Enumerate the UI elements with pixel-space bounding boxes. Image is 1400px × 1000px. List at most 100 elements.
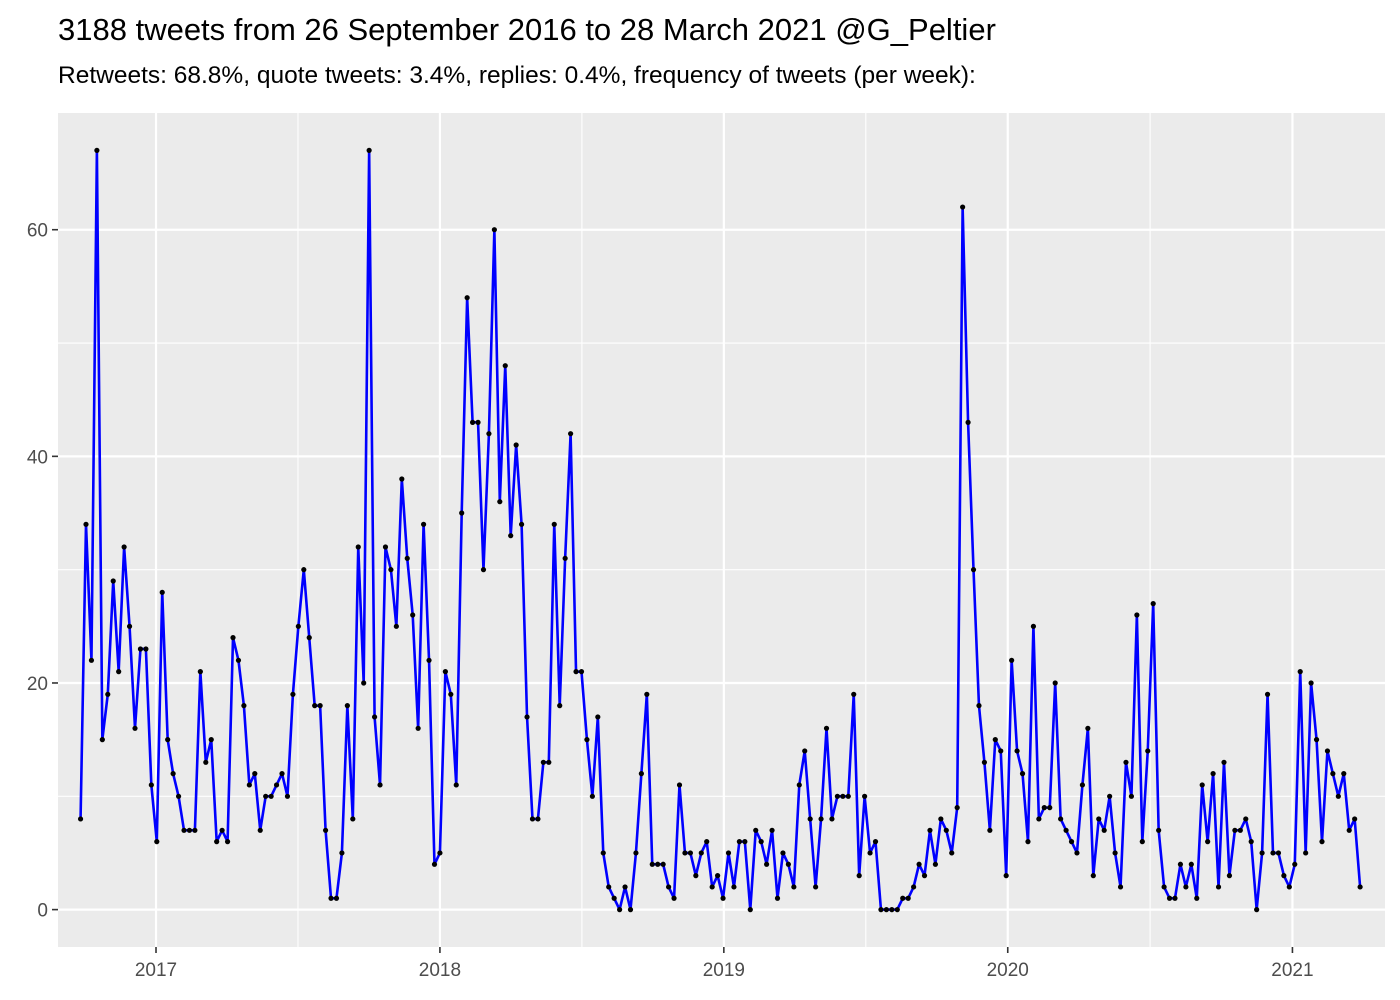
data-point xyxy=(813,884,819,890)
data-point xyxy=(1052,680,1058,686)
data-point xyxy=(546,759,552,765)
data-point xyxy=(562,555,568,561)
data-point xyxy=(883,907,890,913)
data-point xyxy=(921,873,928,879)
data-point xyxy=(1085,725,1091,731)
data-point xyxy=(557,703,563,709)
data-point xyxy=(1107,793,1113,799)
data-point xyxy=(1047,805,1053,811)
data-point xyxy=(1281,873,1287,879)
data-point xyxy=(284,793,291,799)
data-point xyxy=(382,544,389,550)
data-point xyxy=(1014,748,1020,754)
data-point xyxy=(1232,827,1238,833)
data-point xyxy=(1156,827,1162,833)
data-point xyxy=(1036,816,1042,822)
data-points xyxy=(77,147,1363,913)
data-point xyxy=(1308,680,1314,686)
data-point xyxy=(769,827,775,833)
data-point xyxy=(1254,907,1260,913)
data-point xyxy=(486,431,492,437)
data-point xyxy=(1074,850,1080,856)
data-point xyxy=(791,884,797,890)
data-point xyxy=(263,793,269,799)
data-point xyxy=(279,771,285,777)
data-point xyxy=(475,419,481,425)
data-point xyxy=(894,907,900,913)
data-point xyxy=(208,737,214,743)
data-point xyxy=(764,861,770,867)
data-point xyxy=(676,782,683,788)
data-point xyxy=(682,850,688,856)
data-point xyxy=(698,850,704,856)
data-point xyxy=(970,567,977,573)
data-point xyxy=(573,669,579,675)
data-point xyxy=(992,737,998,743)
data-point xyxy=(709,884,715,890)
data-point xyxy=(1335,793,1341,799)
data-point xyxy=(725,850,732,856)
data-point xyxy=(241,703,247,709)
data-point xyxy=(742,839,748,845)
data-point xyxy=(1123,759,1129,765)
data-point xyxy=(540,759,546,765)
data-point xyxy=(361,680,367,686)
data-point xyxy=(1259,850,1265,856)
data-point xyxy=(785,861,791,867)
y-tick-label: 40 xyxy=(27,447,48,468)
data-point xyxy=(889,907,895,913)
data-point xyxy=(872,839,879,845)
data-point xyxy=(796,782,802,788)
data-point xyxy=(165,737,171,743)
data-point xyxy=(1128,793,1135,799)
data-point xyxy=(878,907,884,913)
data-point xyxy=(1139,839,1145,845)
data-point xyxy=(529,816,536,822)
data-point xyxy=(219,827,225,833)
data-point xyxy=(224,839,231,845)
plot-panel xyxy=(58,113,1385,947)
data-point xyxy=(437,850,443,856)
data-point xyxy=(720,895,726,901)
data-point xyxy=(328,895,334,901)
y-axis: 0 20 40 60 xyxy=(27,221,58,922)
data-point xyxy=(312,703,318,709)
data-point xyxy=(998,748,1004,754)
data-point xyxy=(1177,861,1184,867)
data-point xyxy=(1112,850,1118,856)
data-point xyxy=(415,725,421,731)
data-point xyxy=(1145,748,1151,754)
data-point xyxy=(1079,782,1086,788)
data-point xyxy=(132,725,138,731)
data-point xyxy=(77,816,84,822)
data-point xyxy=(1166,895,1173,901)
data-point xyxy=(687,850,693,856)
data-point xyxy=(535,816,541,822)
data-point xyxy=(900,895,906,901)
data-point xyxy=(197,669,203,675)
data-point xyxy=(987,827,993,833)
y-tick-label: 0 xyxy=(37,901,48,922)
data-point xyxy=(377,782,383,788)
data-point xyxy=(834,793,841,799)
data-point xyxy=(431,861,438,867)
data-point xyxy=(1058,816,1064,822)
data-point xyxy=(186,827,193,833)
data-point xyxy=(1041,805,1047,811)
data-point xyxy=(350,816,356,822)
data-point xyxy=(1003,873,1009,879)
data-point xyxy=(137,646,144,652)
x-tick-label: 2017 xyxy=(135,960,177,981)
chart-subtitle: Retweets: 68.8%, quote tweets: 3.4%, rep… xyxy=(58,62,976,89)
data-point xyxy=(715,873,721,879)
data-point xyxy=(1319,839,1325,845)
data-point xyxy=(927,827,933,833)
data-point xyxy=(426,657,432,663)
data-point xyxy=(818,816,824,822)
data-point xyxy=(1188,861,1194,867)
data-point xyxy=(736,839,742,845)
data-point xyxy=(1264,691,1271,697)
data-point xyxy=(671,895,677,901)
data-point xyxy=(1210,771,1216,777)
data-point xyxy=(1341,771,1347,777)
